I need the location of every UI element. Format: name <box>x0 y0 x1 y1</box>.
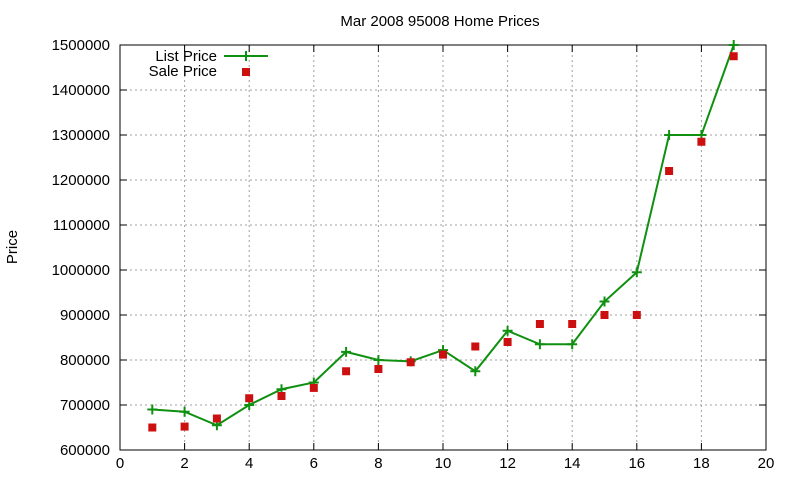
sale-price-point <box>309 383 318 392</box>
y-tick-label: 1300000 <box>52 127 110 144</box>
x-tick-label: 14 <box>564 455 581 472</box>
sale-price-point <box>374 365 383 373</box>
y-tick-label: 600000 <box>60 442 110 459</box>
list-price-point <box>534 339 545 350</box>
x-tick-label: 2 <box>180 455 188 472</box>
x-tick-label: 16 <box>628 455 645 472</box>
x-tick-label: 10 <box>435 455 452 472</box>
legend-swatch-sale-price <box>242 68 250 76</box>
y-tick-label: 800000 <box>60 352 110 369</box>
y-tick-label: 1100000 <box>53 217 110 234</box>
x-tick-label: 0 <box>116 455 124 472</box>
sale-price-point <box>729 52 738 61</box>
sale-price-point <box>600 311 609 319</box>
sale-price-point <box>245 394 254 403</box>
list-price-point <box>147 404 158 415</box>
sale-price-point <box>632 311 641 319</box>
sale-price-point <box>568 320 577 328</box>
list-price-point <box>728 40 739 50</box>
sale-price-point <box>697 137 706 146</box>
list-price-point <box>502 325 513 336</box>
list-price-point <box>341 346 352 357</box>
grid-layer <box>120 45 766 450</box>
y-axis-label: Price <box>4 230 21 264</box>
list-price-point <box>470 366 481 377</box>
tick-layer: 0 2 4 6 8 10 12 14 16 18 20 600000 700000 800000 90000… <box>52 37 775 472</box>
y-tick-label: 900000 <box>60 307 110 324</box>
x-tick-label: 12 <box>499 455 516 472</box>
sale-price-point <box>471 342 480 351</box>
legend-swatch-list-price-marker <box>241 51 251 61</box>
list-price-point <box>567 339 578 350</box>
list-price-point <box>599 296 610 307</box>
sale-price-point <box>665 167 674 175</box>
chart-title: Mar 2008 95008 Home Prices <box>340 13 539 30</box>
list-price-point <box>179 406 190 417</box>
sale-price-point <box>406 358 415 367</box>
y-tick-label: 700000 <box>60 397 110 414</box>
sale-price-point <box>342 367 351 376</box>
sale-price-point <box>212 414 221 423</box>
legend: List Price Sale Price <box>149 48 268 80</box>
series-layer <box>147 40 739 432</box>
y-tick-label: 1200000 <box>52 172 110 189</box>
sale-price-point <box>180 422 189 431</box>
x-tick-label: 8 <box>374 455 382 472</box>
x-tick-label: 4 <box>245 455 253 472</box>
x-tick-label: 18 <box>693 455 710 472</box>
y-tick-label: 1000000 <box>52 262 110 279</box>
legend-label-sale-price: Sale Price <box>149 63 217 80</box>
sale-price-point <box>148 423 157 432</box>
x-tick-label: 20 <box>758 455 775 472</box>
list-price-point <box>373 355 384 365</box>
sale-price-point <box>535 320 544 328</box>
sale-price-point <box>439 350 447 359</box>
list-price-point <box>631 267 642 278</box>
sale-price-point <box>503 338 512 346</box>
y-tick-label: 1400000 <box>52 82 110 99</box>
x-tick-label: 6 <box>310 455 318 472</box>
legend-label-list-price: List Price <box>155 48 217 65</box>
sale-price-point <box>277 392 286 400</box>
list-price-point <box>664 130 675 140</box>
y-tick-label: 1500000 <box>52 37 110 54</box>
